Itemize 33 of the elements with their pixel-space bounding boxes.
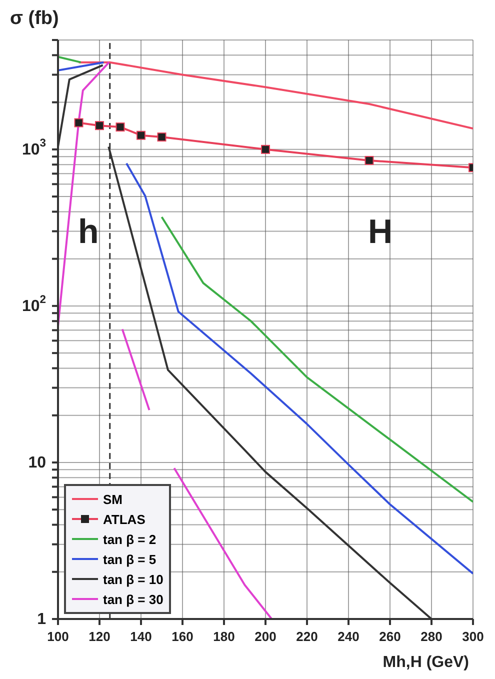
x-tick-label: 180 — [213, 629, 235, 644]
point — [136, 130, 146, 140]
x-axis-title: Mh,H (GeV) — [382, 654, 469, 671]
x-tick-label: 160 — [172, 629, 194, 644]
legend-label: tan β = 5 — [103, 552, 156, 566]
x-tick-label: 300 — [462, 629, 484, 644]
point — [95, 121, 104, 130]
point — [364, 156, 374, 165]
y-tick-label: 10$^{3}$ — [22, 137, 46, 158]
y-axis-title: σ (fb) — [10, 8, 59, 30]
x-tick-label: 120 — [88, 629, 110, 644]
x-tick-label: 260 — [379, 629, 401, 644]
legend-label: SM — [103, 492, 122, 506]
x-tick-label: 140 — [130, 629, 152, 644]
point — [74, 118, 84, 128]
point — [116, 122, 125, 132]
x-tick-label: 280 — [420, 629, 442, 644]
annotation: h — [78, 213, 99, 251]
legend-label: ATLAS — [103, 512, 146, 526]
line-series — [78, 61, 473, 130]
legend-label: tan β = 30 — [103, 592, 164, 606]
x-tick-label: 200 — [254, 629, 276, 644]
x-tick-label: 240 — [338, 629, 360, 644]
y-tick-label: 10 — [28, 454, 46, 471]
x-tick-label: 100 — [47, 629, 69, 644]
x-tick-label: 220 — [296, 629, 318, 644]
legend-label: tan β = 10 — [103, 572, 164, 586]
legend-label: tan β = 2 — [103, 532, 156, 546]
y-tick-label: 10$^{2}$ — [22, 294, 46, 314]
point — [157, 132, 166, 142]
y-tick-label: 1 — [37, 610, 46, 628]
point — [261, 144, 270, 154]
annotation: H — [368, 213, 393, 251]
